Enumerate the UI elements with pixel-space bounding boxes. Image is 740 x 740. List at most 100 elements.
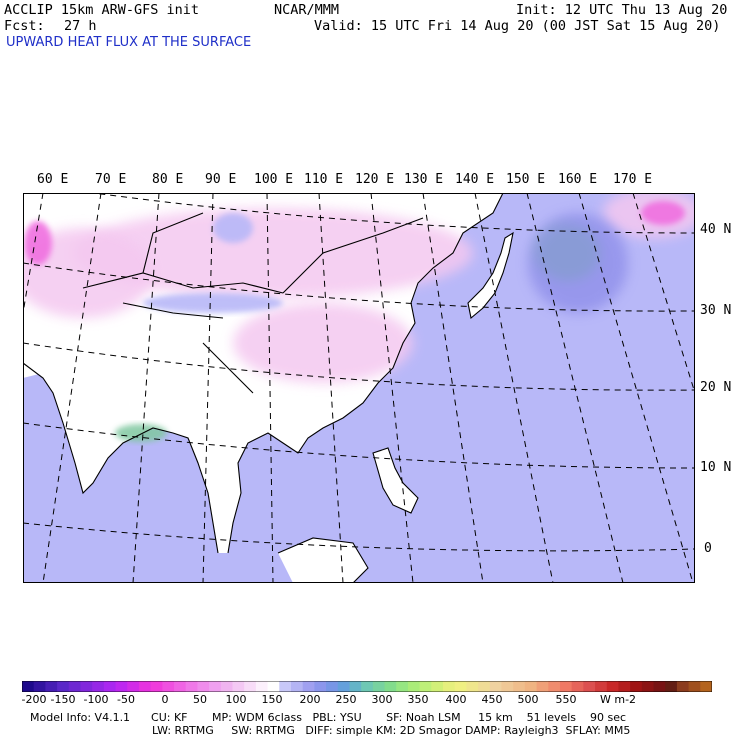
- colorbar-swatch: [618, 681, 631, 692]
- meridian: [632, 193, 695, 394]
- colorbar-swatch: [653, 681, 666, 692]
- colorbar-swatch: [45, 681, 58, 692]
- colorbar-swatch: [641, 681, 655, 692]
- colorbar-label: -100: [83, 693, 109, 706]
- colorbar-label: 250: [335, 693, 357, 706]
- borneo: [278, 538, 368, 583]
- colorbar-swatch: [536, 681, 549, 692]
- colorbar-swatch: [33, 681, 46, 692]
- lon-label: 160 E: [558, 172, 598, 187]
- lon-label: 70 E: [95, 172, 127, 187]
- lon-label: 170 E: [613, 172, 653, 187]
- colorbar-swatch: [174, 681, 187, 692]
- colorbar-swatch: [419, 681, 432, 692]
- colorbar-swatch: [466, 681, 479, 692]
- colorbar-swatch: [384, 681, 397, 692]
- mongolia-low-flux: [213, 213, 253, 243]
- colorbar-swatch: [454, 681, 467, 692]
- colorbar-swatch: [185, 681, 198, 692]
- colorbar-label: 0: [161, 693, 169, 706]
- colorbar-label: -200: [21, 693, 47, 706]
- colorbar-swatch: [57, 681, 70, 692]
- colorbar-label: 100: [225, 693, 247, 706]
- colorbar-label: 150: [261, 693, 283, 706]
- lat-label: 40 N: [700, 222, 732, 237]
- colorbar-swatch: [513, 681, 526, 692]
- colorbar-swatch: [501, 681, 514, 692]
- colorbar-swatch: [197, 681, 210, 692]
- colorbar-swatch: [279, 681, 292, 692]
- tibet-low-flux: [143, 293, 283, 313]
- colorbar-label: 550: [555, 693, 577, 706]
- colorbar-swatch: [676, 681, 690, 692]
- model-title: ACCLIP 15km ARW-GFS init: [4, 2, 200, 18]
- colorbar-label: 300: [371, 693, 393, 706]
- colorbar-labels: -200 -150 -100 -50 0 50 100 150 200 250 …: [0, 693, 740, 707]
- colorbar: [22, 681, 712, 692]
- valid-time: Valid: 15 UTC Fri 14 Aug 20 (00 JST Sat …: [314, 18, 721, 34]
- lon-label: 80 E: [152, 172, 184, 187]
- southeast-islands: [373, 448, 418, 513]
- heat-flux-map: [23, 193, 695, 583]
- lat-label: 10 N: [700, 460, 732, 475]
- colorbar-swatch: [630, 681, 643, 692]
- lon-label: 90 E: [205, 172, 237, 187]
- colorbar-swatch: [302, 681, 315, 692]
- colorbar-swatch: [220, 681, 233, 692]
- forecast-label: Fcst:: [4, 18, 45, 34]
- negative-flux-west: [23, 228, 153, 318]
- colorbar-swatch: [103, 681, 117, 692]
- colorbar-swatch: [571, 681, 584, 692]
- lon-label: 110 E: [304, 172, 344, 187]
- borneo-coastline: [277, 537, 369, 583]
- field-title: UPWARD HEAT FLUX AT THE SURFACE: [6, 35, 252, 50]
- colorbar-swatch: [559, 681, 573, 692]
- init-time: Init: 12 UTC Thu 13 Aug 20: [516, 2, 728, 18]
- colorbar-swatch: [337, 681, 350, 692]
- model-info-line2: LW: RRTMG SW: RRTMG DIFF: simple KM: 2D …: [152, 724, 631, 737]
- lat-label: 20 N: [700, 380, 732, 395]
- colorbar-swatch: [443, 681, 456, 692]
- colorbar-swatch: [606, 681, 619, 692]
- colorbar-swatch: [290, 681, 304, 692]
- colorbar-swatch: [700, 681, 712, 692]
- colorbar-label: -150: [50, 693, 76, 706]
- strong-negative-northeast: [641, 201, 685, 225]
- lon-label: 100 E: [254, 172, 294, 187]
- cyclone-patch: [528, 213, 628, 313]
- graticule: [23, 193, 695, 583]
- colorbar-swatch: [688, 681, 701, 692]
- colorbar-swatch: [583, 681, 596, 692]
- colorbar-swatch: [431, 681, 444, 692]
- colorbar-label: 450: [481, 693, 503, 706]
- lat-label: 0: [704, 541, 712, 556]
- lon-label: 120 E: [355, 172, 395, 187]
- colorbar-swatch: [478, 681, 491, 692]
- strong-negative-west: [24, 221, 52, 265]
- map-frame: [23, 193, 695, 583]
- colorbar-swatch: [665, 681, 678, 692]
- colorbar-swatch: [68, 681, 81, 692]
- colorbar-swatch: [548, 681, 561, 692]
- colorbar-swatch: [267, 681, 280, 692]
- meridian: [474, 193, 554, 583]
- japan-islands: [468, 233, 513, 318]
- colorbar-swatch: [138, 681, 152, 692]
- colorbar-swatch: [127, 681, 140, 692]
- colorbar-swatch: [209, 681, 222, 692]
- colorbar-label: 50: [193, 693, 207, 706]
- negative-flux-north: [73, 208, 473, 298]
- colorbar-swatch: [92, 681, 105, 692]
- colorbar-swatch: [524, 681, 538, 692]
- colorbar-label: -50: [117, 693, 135, 706]
- center-name: NCAR/MMM: [274, 2, 340, 18]
- colorbar-swatch: [595, 681, 608, 692]
- colorbar-unit: W m-2: [600, 693, 637, 706]
- meridian: [526, 193, 624, 583]
- asia-coastline: [23, 193, 504, 554]
- colorbar-swatch: [489, 681, 502, 692]
- negative-flux-china: [233, 303, 413, 383]
- lon-label: 130 E: [404, 172, 444, 187]
- country-borders: [82, 212, 424, 394]
- colorbar-swatch: [162, 681, 175, 692]
